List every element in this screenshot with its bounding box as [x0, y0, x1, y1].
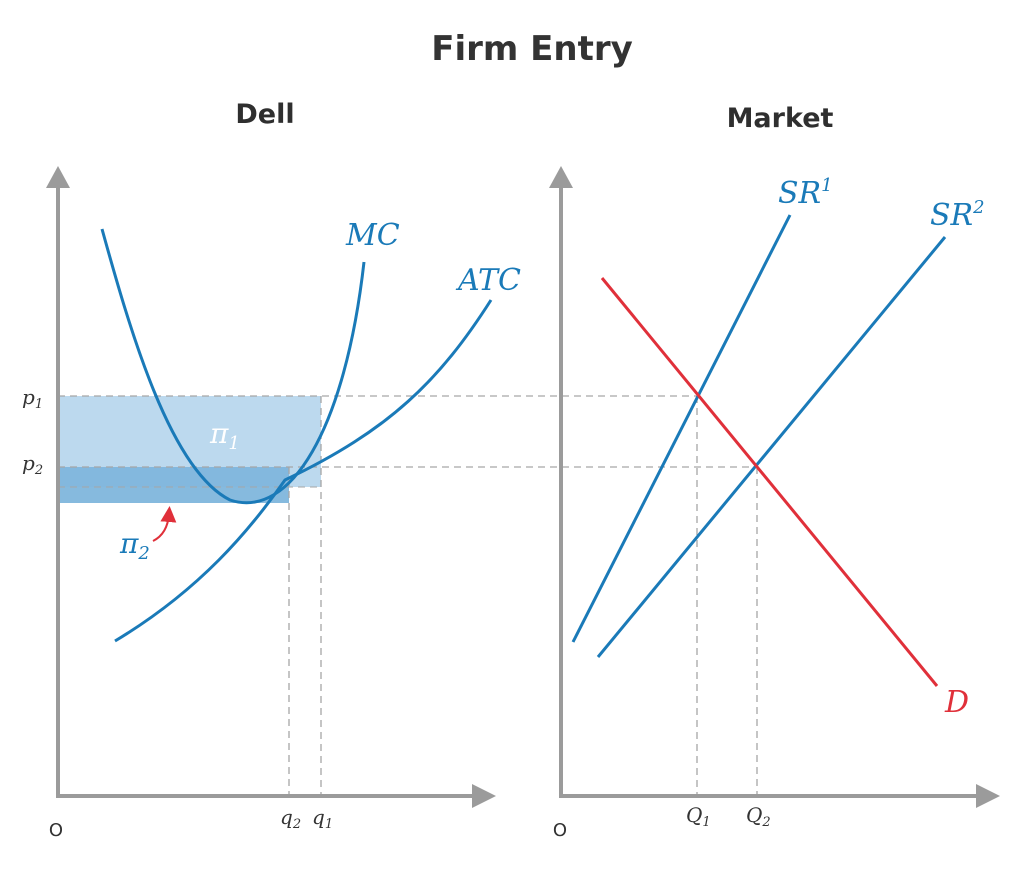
- mc-label: MC: [345, 218, 400, 253]
- atc-curve: [114, 299, 493, 643]
- mc-curve: [100, 228, 366, 505]
- demand-label: D: [944, 685, 969, 720]
- market-origin-label: O: [553, 820, 567, 841]
- market-x-axis-arrow: [976, 784, 1000, 808]
- market-panel: Market SR1 SR2 D Q1 Q2 O: [549, 103, 1000, 841]
- dell-x-axis-arrow: [472, 784, 496, 808]
- demand-curve: [600, 277, 939, 687]
- sr2-curve: [596, 236, 947, 658]
- dell-panel-title: Dell: [235, 99, 294, 130]
- p2-label: p2: [22, 451, 43, 478]
- atc-label: ATC: [455, 263, 521, 298]
- p1-label: p1: [22, 385, 43, 412]
- dell-panel: Dell MC ATC π1 π2 p1: [22, 99, 757, 841]
- pi2-label: π2: [119, 527, 150, 564]
- profit-area-pi2: [58, 467, 289, 503]
- sr2-label: SR2: [930, 197, 985, 233]
- dell-origin-label: O: [49, 820, 63, 841]
- pi1-label: π1: [209, 417, 240, 454]
- market-panel-title: Market: [727, 103, 834, 134]
- diagram-title: Firm Entry: [431, 29, 633, 69]
- dell-y-axis-arrow: [46, 166, 70, 188]
- sr1-curve: [571, 214, 792, 643]
- Q2-label: Q2: [746, 803, 771, 830]
- Q1-label: Q1: [686, 803, 711, 830]
- sr1-label: SR1: [778, 175, 833, 211]
- q1-label: q1: [312, 805, 333, 832]
- q2-label: q2: [280, 805, 301, 832]
- pi2-pointer-arrow: [152, 506, 177, 542]
- market-y-axis-arrow: [549, 166, 573, 188]
